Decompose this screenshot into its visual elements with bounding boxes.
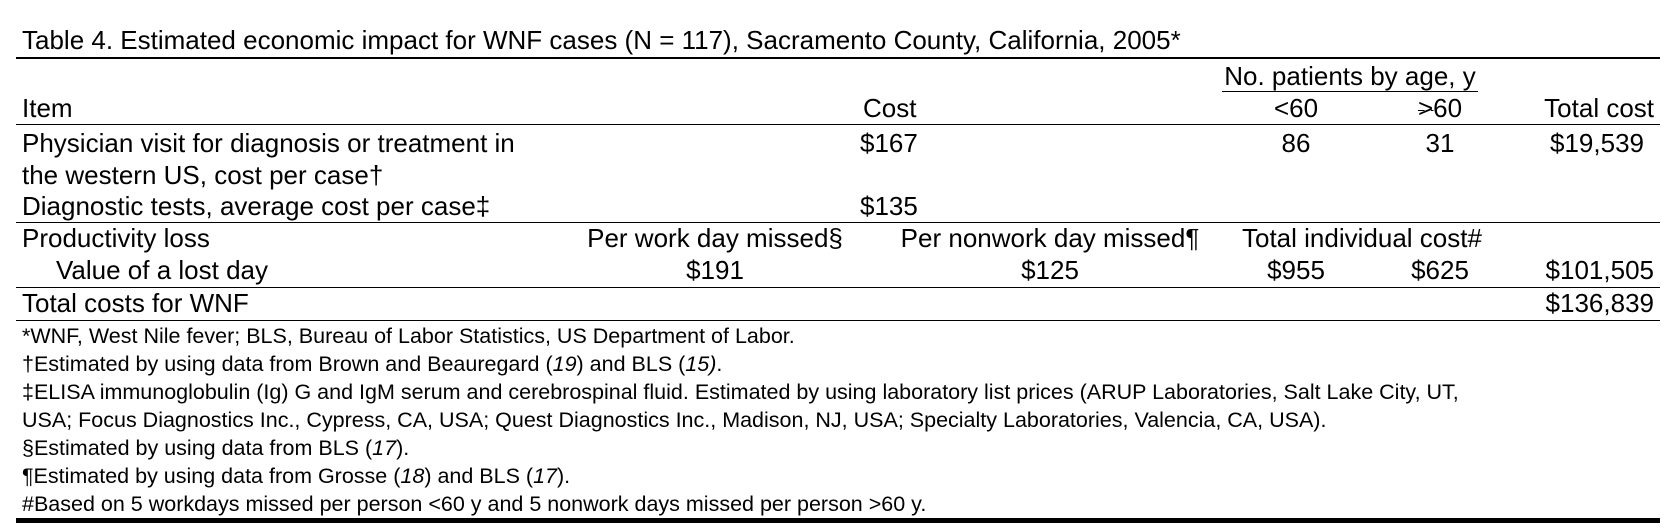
row-physician-total: $19,539 xyxy=(1550,128,1644,158)
row-physician-lt60: 86 xyxy=(1281,128,1311,158)
footnote-6: #Based on 5 workdays missed per person <… xyxy=(22,492,927,516)
footnote-5-text-a: ¶Estimated by using data from Grosse ( xyxy=(22,464,401,488)
footnote-5-ref-2: 17 xyxy=(533,464,557,488)
row-physician-ge60: 31 xyxy=(1425,128,1455,158)
row-total-value: $136,839 xyxy=(1545,288,1654,318)
header-item: Item xyxy=(22,93,73,123)
table-title: Table 4. Estimated economic impact for W… xyxy=(22,25,1181,55)
section-rule xyxy=(16,222,1660,223)
row-physician-item-cont: the western US, cost per case† xyxy=(22,160,384,190)
row-lost-day-ge60: $625 xyxy=(1411,255,1469,285)
row-lost-day-nonwork: $125 xyxy=(1021,255,1079,285)
header-rule xyxy=(16,124,1660,125)
row-productivity-work-day: Per work day missed§ xyxy=(587,223,843,253)
footnote-2-text-b: ) and BLS ( xyxy=(576,352,686,376)
header-cost: Cost xyxy=(863,93,917,123)
header-age-ge60: >60 xyxy=(1380,92,1500,124)
footnote-4-text-a: §Estimated by using data from BLS ( xyxy=(22,436,373,460)
footnote-5-text-b: ) and BLS ( xyxy=(424,464,534,488)
top-rule xyxy=(16,57,1660,59)
age-group-underline xyxy=(1222,91,1478,92)
age-ge60-label: >60 xyxy=(1417,93,1463,123)
footnote-2: †Estimated by using data from Brown and … xyxy=(22,350,722,378)
footnote-1: *WNF, West Nile fever; BLS, Bureau of La… xyxy=(22,324,795,348)
footnote-4-text-b: ). xyxy=(396,436,410,460)
row-lost-day-total: $101,505 xyxy=(1545,255,1654,285)
footnote-2-ref-1: 19 xyxy=(552,352,577,376)
row-lost-day-item: Value of a lost day xyxy=(56,255,268,285)
footnote-3-line-1: ‡ELISA immunoglobulin (Ig) G and IgM ser… xyxy=(22,380,1459,404)
row-physician-cost: $167 xyxy=(860,128,918,158)
total-rule xyxy=(16,287,1660,288)
footnote-4: §Estimated by using data from BLS (17). xyxy=(22,434,409,462)
age-group-header: No. patients by age, y xyxy=(1224,61,1476,91)
footnote-2-text-a: †Estimated by using data from Brown and … xyxy=(22,352,553,376)
row-diagnostic-item: Diagnostic tests, average cost per case‡ xyxy=(22,191,491,221)
row-physician-item: Physician visit for diagnosis or treatme… xyxy=(22,128,515,158)
row-diagnostic-cost: $135 xyxy=(860,191,918,221)
row-total-item: Total costs for WNF xyxy=(22,288,249,318)
row-productivity-item: Productivity loss xyxy=(22,223,210,253)
footnote-2-ref-2: 15) xyxy=(685,352,717,376)
row-productivity-nonwork-day: Per nonwork day missed¶ xyxy=(900,223,1200,253)
row-lost-day-lt60: $955 xyxy=(1267,255,1325,285)
row-lost-day-work: $191 xyxy=(686,255,744,285)
bottom-rule xyxy=(16,518,1660,523)
header-age-lt60: <60 xyxy=(1273,93,1319,123)
footnote-5: ¶Estimated by using data from Grosse (18… xyxy=(22,462,570,490)
footnote-2-text-c: . xyxy=(716,352,723,376)
row-productivity-individual: Total individual cost# xyxy=(1242,223,1482,253)
footnote-3-line-2: USA; Focus Diagnostics Inc., Cypress, CA… xyxy=(22,408,1327,432)
footnote-5-ref-1: 18 xyxy=(400,464,425,488)
footnote-rule xyxy=(16,320,1660,321)
footnote-5-text-c: ). xyxy=(557,464,571,488)
footnote-4-ref: 17 xyxy=(372,436,397,460)
header-total-cost: Total cost xyxy=(1544,93,1654,123)
